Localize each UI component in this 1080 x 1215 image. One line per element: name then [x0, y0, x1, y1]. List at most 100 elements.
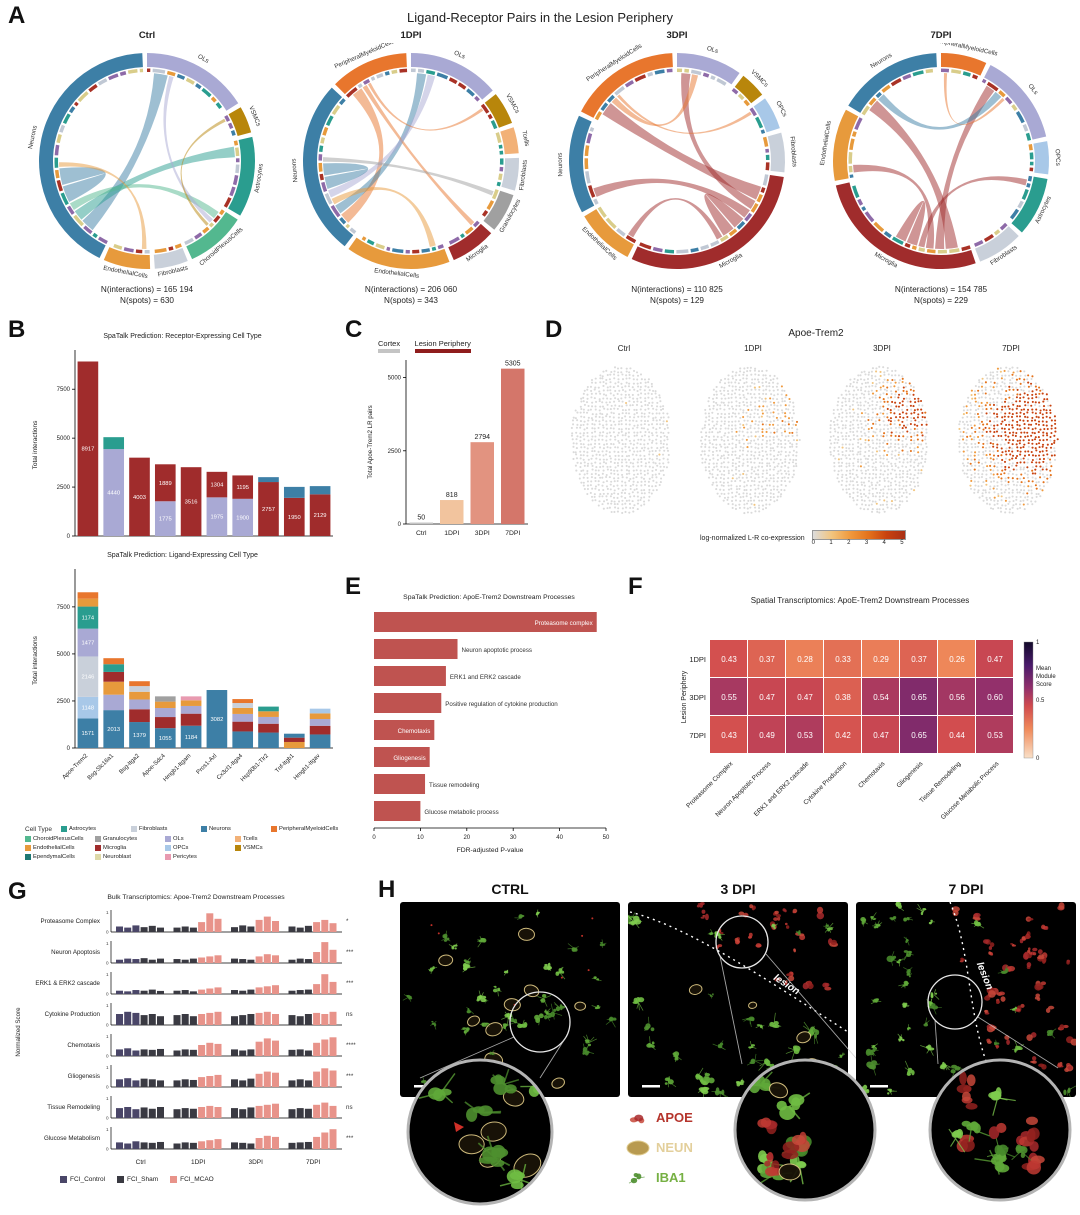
- bar-segment: [206, 471, 228, 498]
- bulk-bar: [231, 927, 238, 932]
- bar-segment: [258, 732, 279, 748]
- svg-text:1304: 1304: [210, 483, 224, 489]
- svg-text:****: ****: [346, 1042, 356, 1049]
- chord-arc: [873, 221, 885, 233]
- bar-segment: [154, 717, 176, 729]
- cell-type-legend: Cell Type Astrocytes Fibroblasts Neurons Pe…: [25, 826, 343, 860]
- chord-arc: [499, 150, 504, 155]
- chord-arc: [624, 80, 635, 88]
- svg-text:4440: 4440: [107, 491, 120, 497]
- chord-arc: [1028, 143, 1033, 151]
- panel-f-title: Spatial Transcriptomics: ApoE-Trem2 Down…: [750, 596, 970, 605]
- heatmap-cell: [824, 678, 861, 715]
- bar-segment: [103, 694, 125, 711]
- svg-text:Mean: Mean: [1036, 666, 1051, 672]
- bulk-bar: [329, 949, 337, 963]
- chord-arc: [702, 72, 710, 78]
- chord-arc: [349, 227, 357, 234]
- svg-text:Total Apoe-Trem2 LR pairs: Total Apoe-Trem2 LR pairs: [367, 405, 374, 478]
- n-interactions: N(interactions) = 154 785: [894, 285, 988, 294]
- chord-arc: [744, 212, 753, 222]
- chord-arc: [176, 73, 186, 80]
- bar-segment: [283, 497, 305, 536]
- bulk-bar: [231, 1016, 238, 1025]
- chord-arc: [833, 109, 859, 181]
- bulk-legend-item-FCI_MCAO: FCI_MCAO: [170, 1176, 214, 1183]
- svg-text:5000: 5000: [57, 652, 71, 658]
- chord-arc: [849, 138, 855, 151]
- svg-text:Gliogenesis: Gliogenesis: [393, 755, 425, 762]
- bulk-bar: [272, 1040, 279, 1056]
- bulk-bar: [148, 989, 156, 994]
- colorbar-gradient: [811, 530, 906, 540]
- chord-content: OLsVSMCsTcellsFibroblastsGranulocytesMic…: [290, 38, 530, 280]
- chord-ribbon: [681, 73, 756, 209]
- chord-arc: [500, 127, 519, 155]
- chord-arc: [710, 240, 720, 247]
- spatial-label-ctrl: Ctrl: [617, 344, 631, 353]
- legend-label: ChoroidPlexusCells: [33, 836, 84, 842]
- bulk-bar: [329, 1037, 337, 1056]
- chord-arc: [753, 98, 780, 133]
- chord-arc: [864, 211, 875, 223]
- bulk-bar: [206, 1105, 214, 1118]
- bulk-bar: [263, 954, 271, 963]
- bulk-bar: [255, 1105, 263, 1118]
- chord-arc: [737, 93, 745, 101]
- bar-segment: [232, 721, 254, 732]
- chord-ribbon: [163, 75, 213, 223]
- spatial-label-3dpi: 3DPI: [873, 344, 891, 353]
- chord-arc: [1009, 208, 1020, 220]
- chord-arc: [835, 182, 976, 269]
- bar-segment: [77, 592, 99, 599]
- colorbar-tick: 1: [829, 540, 833, 546]
- bar-segment: [309, 725, 331, 735]
- bulk-bar: [214, 1107, 222, 1118]
- chord-arc: [215, 102, 223, 110]
- heatmap-cell: [824, 640, 861, 677]
- chord-arc: [854, 117, 863, 131]
- condition-label-ctrl: Ctrl: [138, 30, 156, 41]
- bulk-bar: [198, 1077, 206, 1087]
- bulk-bar: [296, 1079, 304, 1087]
- bar-segment: [309, 486, 331, 495]
- chord-arc: [584, 145, 590, 157]
- chord-arc: [481, 210, 489, 217]
- chord-arc: [486, 200, 495, 210]
- bulk-bar: [140, 1078, 148, 1087]
- chord-arc: [68, 106, 76, 114]
- heatmap-cell: [938, 716, 975, 753]
- bulk-bar: [272, 1103, 279, 1118]
- bulk-bar: [124, 1143, 132, 1149]
- inset-ring: [733, 1058, 877, 1202]
- bulk-bar: [198, 989, 206, 994]
- chord-arc: [973, 240, 984, 247]
- svg-text:Cytokine Production: Cytokine Production: [45, 1011, 101, 1018]
- bulk-bar: [329, 923, 337, 932]
- svg-text:8917: 8917: [81, 447, 94, 453]
- chord-arc: [961, 245, 971, 252]
- bulk-bar: [231, 958, 238, 963]
- chord-arc: [1026, 182, 1031, 188]
- bulk-bar: [263, 1135, 271, 1149]
- svg-text:50: 50: [603, 835, 610, 841]
- chord-arc: [370, 76, 376, 81]
- svg-text:Bsg-Slc16a1: Bsg-Slc16a1: [87, 753, 116, 782]
- bulk-bar: [124, 1078, 132, 1087]
- chord-arc: [1017, 200, 1024, 209]
- svg-text:1DPI: 1DPI: [191, 1159, 206, 1166]
- condition-label-1dpi: 1DPI: [400, 30, 422, 41]
- chord-arc: [861, 105, 870, 116]
- bar-segment: [283, 741, 305, 748]
- chord-arc: [569, 115, 595, 213]
- bulk-bar: [140, 1107, 148, 1118]
- chord-arc: [1022, 123, 1029, 132]
- bulk-bar: [329, 1070, 337, 1087]
- bulk-bar: [247, 959, 255, 963]
- svg-text:1148: 1148: [82, 706, 94, 712]
- svg-text:Cx3cl1-Itga4: Cx3cl1-Itga4: [216, 753, 245, 782]
- chord-arc: [925, 68, 934, 74]
- legend-item-Fibroblasts: Fibroblasts: [131, 826, 197, 832]
- chord-arc: [652, 246, 663, 253]
- scale-bar: [870, 1085, 888, 1088]
